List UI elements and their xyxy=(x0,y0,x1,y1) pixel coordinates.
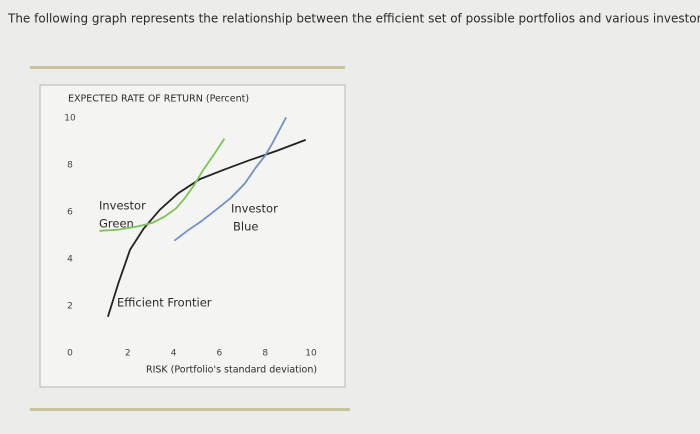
y-tick-label: 10 xyxy=(64,114,76,124)
chart-frame xyxy=(39,84,346,388)
divider xyxy=(30,66,345,69)
y-tick-label: 4 xyxy=(67,255,73,265)
y-axis-label: EXPECTED RATE OF RETURN (Percent) xyxy=(68,94,249,105)
curve xyxy=(99,138,225,232)
x-tick-label: 8 xyxy=(262,349,268,359)
curve xyxy=(107,139,306,317)
x-tick-label: 6 xyxy=(217,349,223,359)
y-tick-label: 2 xyxy=(67,302,73,312)
x-axis-label: RISK (Portfolio's standard deviation) xyxy=(146,365,317,376)
annotation: Investor xyxy=(99,199,146,213)
annotation: Investor xyxy=(231,202,278,216)
annotation: Blue xyxy=(233,220,258,234)
y-tick-label: 8 xyxy=(67,161,73,171)
y-tick-label: 0 xyxy=(67,349,73,359)
divider xyxy=(30,408,350,411)
annotation: Green xyxy=(99,217,134,231)
y-tick-label: 6 xyxy=(67,208,73,218)
curve xyxy=(174,117,287,242)
x-tick-label: 4 xyxy=(171,349,177,359)
x-tick-label: 10 xyxy=(305,349,317,359)
annotation: Efficient Frontier xyxy=(117,296,212,310)
intro-text: The following graph represents the relat… xyxy=(7,12,700,26)
x-tick-label: 2 xyxy=(125,349,131,359)
